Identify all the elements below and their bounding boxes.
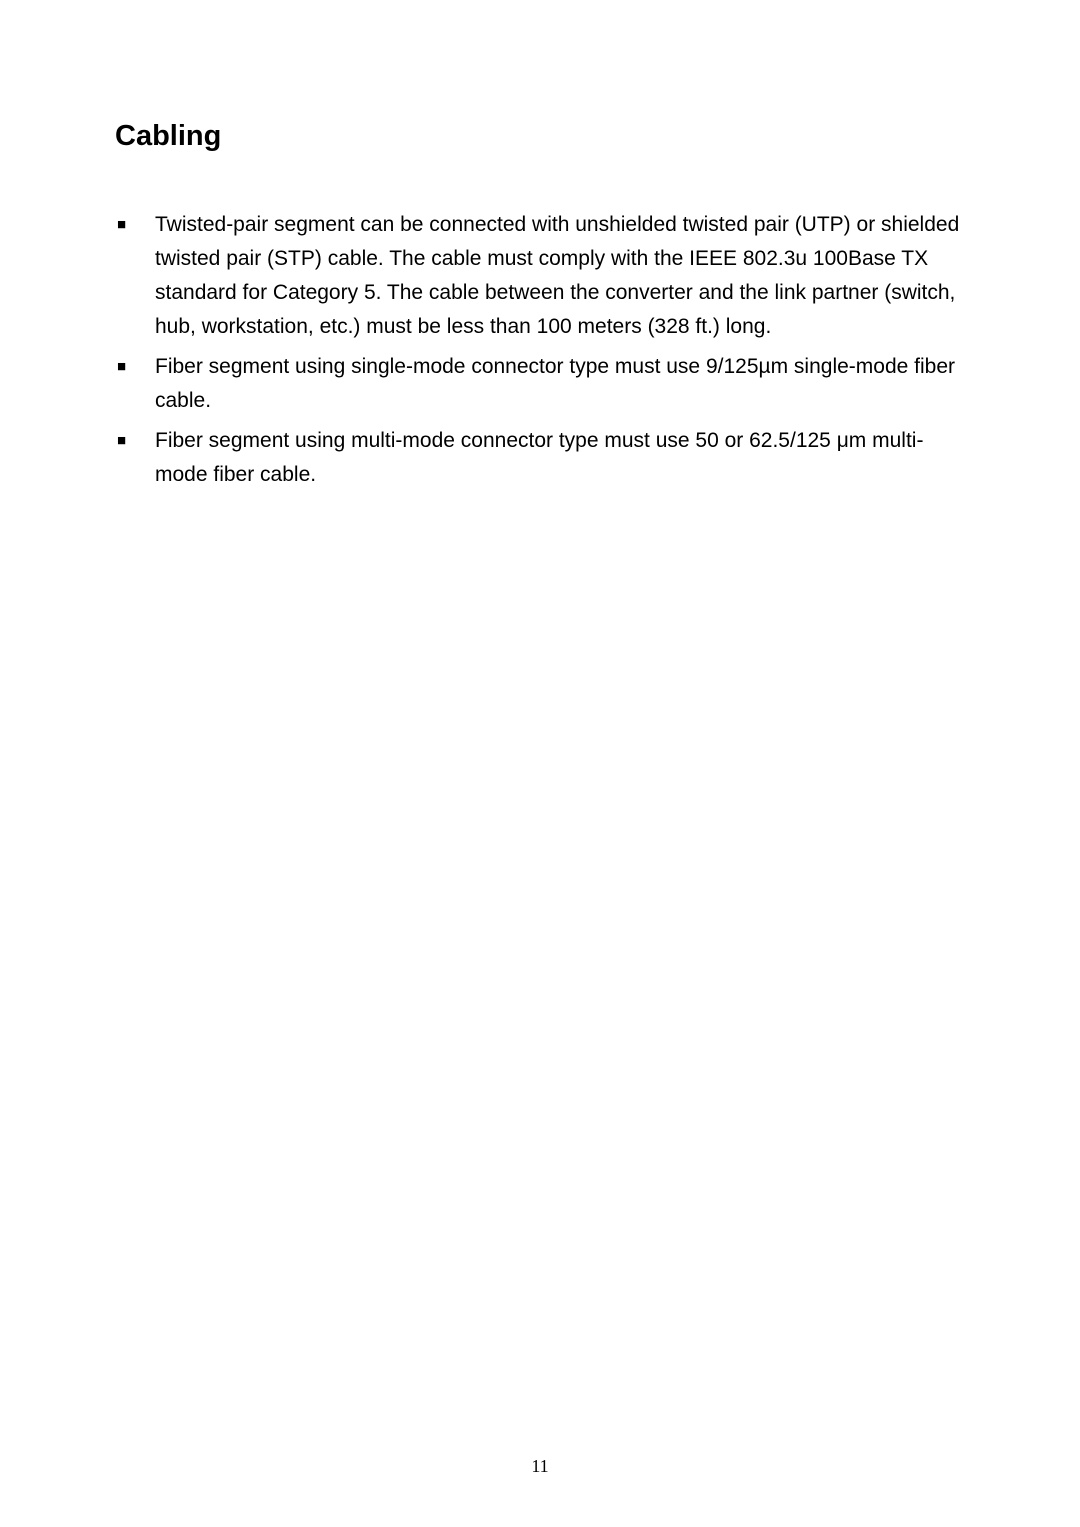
list-item: ■ Fiber segment using single-mode connec… [115, 350, 965, 418]
section-heading: Cabling [115, 120, 965, 153]
list-item-text: Fiber segment using single-mode connecto… [155, 350, 965, 418]
bullet-square-icon: ■ [115, 208, 155, 242]
cabling-bullet-list: ■ Twisted-pair segment can be connected … [115, 208, 965, 492]
list-item-text: Twisted-pair segment can be connected wi… [155, 208, 965, 344]
list-item-text: Fiber segment using multi-mode connector… [155, 424, 965, 492]
page-number: 11 [0, 1456, 1080, 1477]
bullet-square-icon: ■ [115, 424, 155, 458]
document-page: Cabling ■ Twisted-pair segment can be co… [0, 0, 1080, 1527]
list-item: ■ Twisted-pair segment can be connected … [115, 208, 965, 344]
bullet-square-icon: ■ [115, 350, 155, 384]
list-item: ■ Fiber segment using multi-mode connect… [115, 424, 965, 492]
